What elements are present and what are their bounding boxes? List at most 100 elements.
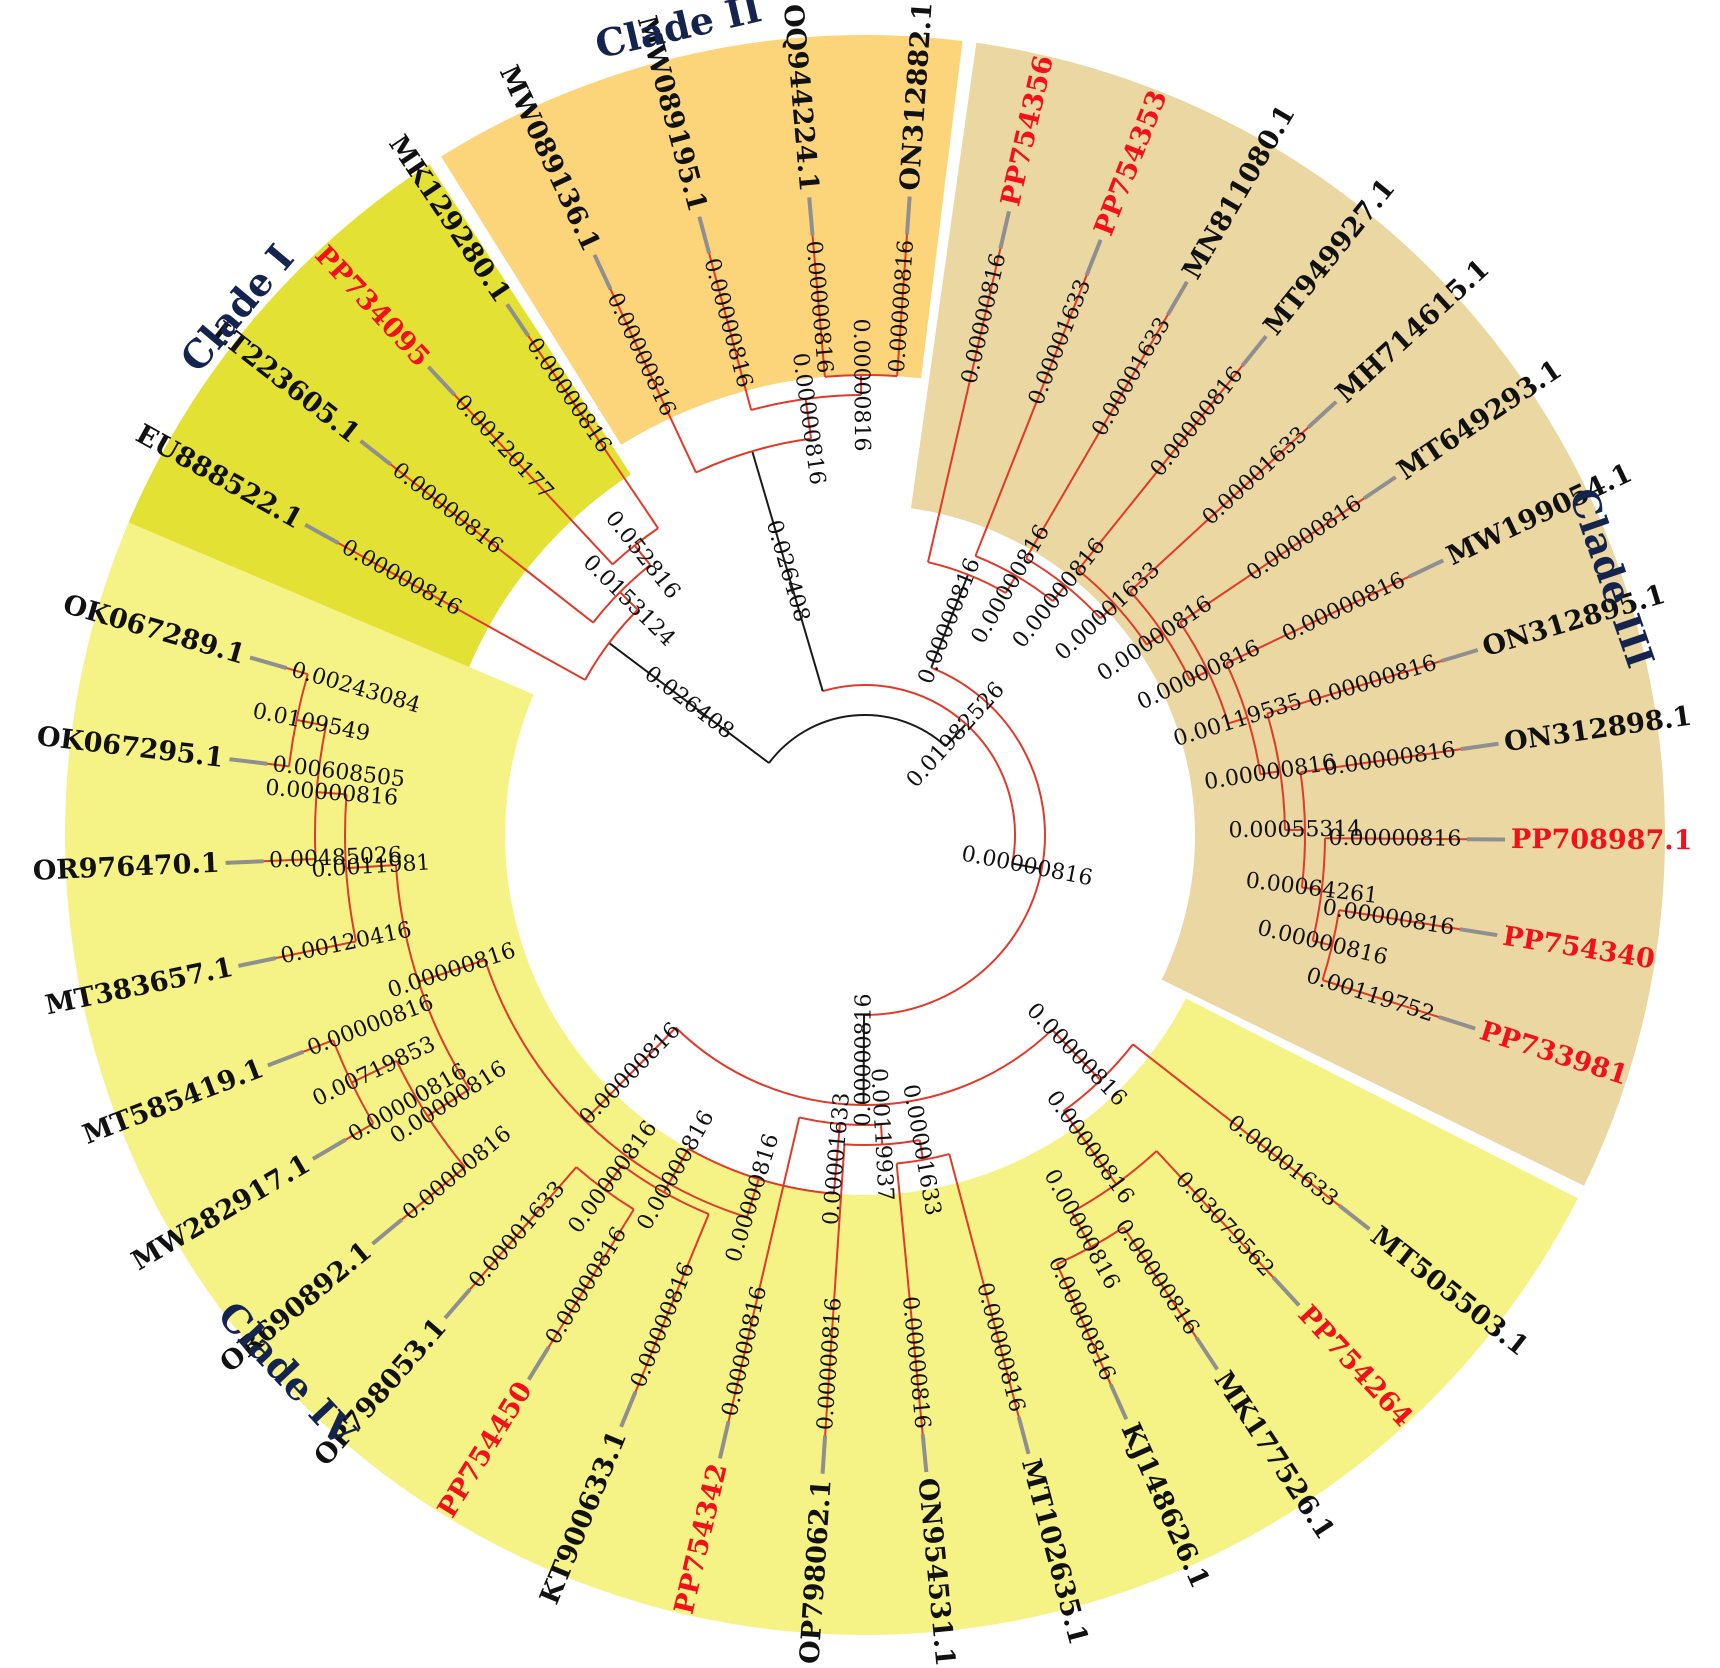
branch-segment (804, 398, 813, 439)
branch-segment (1146, 632, 1164, 646)
branch-segment (663, 1148, 690, 1193)
clade3-background (910, 42, 1665, 1186)
branch-segment (948, 1153, 1030, 1455)
tip-segment (619, 1390, 638, 1428)
tip-segment (1438, 1015, 1476, 1031)
tip-segment (238, 956, 277, 968)
branch-segment (418, 958, 486, 983)
tree-branches (225, 196, 1505, 1474)
branch-arc (864, 666, 1046, 1017)
tip-segment (505, 303, 531, 338)
tip-segment (1166, 280, 1189, 316)
tip-branch-length-label: 0.00000816 (1328, 826, 1461, 852)
leaf-label: PP708987.1 (1511, 824, 1693, 856)
branch-segment (593, 254, 697, 473)
branch-segment (360, 440, 594, 624)
tip-segment (526, 1346, 551, 1381)
branch-arc (768, 714, 947, 764)
branch-arc (1129, 590, 1191, 681)
tip-segment (592, 254, 613, 291)
branch-arc (611, 527, 659, 566)
tip-segment (998, 210, 1011, 249)
branch-segment (603, 1164, 623, 1190)
branch-arc (799, 1116, 882, 1126)
branch-arc (1311, 838, 1326, 942)
branch-arc (1077, 569, 1148, 646)
branch-arc (592, 564, 651, 624)
branch-arc (314, 725, 327, 860)
clade-backgrounds (65, 34, 1665, 1635)
tip-segment (1460, 741, 1499, 752)
branch-segment (1052, 584, 1067, 602)
tip-segment (304, 522, 340, 545)
branch-arc (695, 437, 812, 474)
tip-segment (1338, 1204, 1371, 1231)
clade4-background (65, 522, 1578, 1635)
branch-arc (484, 959, 748, 1219)
tip-segment (820, 1435, 828, 1474)
branch-arc (927, 561, 1007, 594)
tip-segment (267, 1049, 305, 1068)
branch-arc (824, 374, 898, 378)
tip-segment (229, 757, 268, 766)
branch-segment (1301, 886, 1322, 891)
tip-segment (443, 1288, 472, 1320)
branch-arc (975, 555, 1054, 602)
branch-arc (1299, 772, 1306, 888)
branch-segment (880, 1124, 884, 1145)
branch-segment (583, 1026, 677, 1122)
branch-segment (426, 1088, 471, 1117)
tip-segment (920, 1434, 929, 1473)
branch-segment (1179, 476, 1397, 624)
branch-length-label: 0.00000816 (1021, 998, 1131, 1111)
tip-segment (249, 655, 288, 670)
branch-length-label: 0.00055314 (1228, 817, 1361, 844)
branch-segment (608, 642, 770, 764)
tip-segment (1084, 239, 1103, 277)
tip-branch-length-label: 0.00485026 (269, 843, 403, 874)
branch-arc (394, 864, 471, 1090)
branch-arc (621, 1164, 710, 1215)
branch-arc (1025, 557, 1102, 619)
branch-segment (918, 1139, 925, 1161)
branch-segment (945, 723, 967, 747)
tip-segment (1407, 558, 1444, 579)
tip-segment (225, 859, 264, 865)
branch-segment (1025, 281, 1188, 559)
branch-arc (584, 609, 639, 681)
branch-length-label: 0.00000816 (848, 318, 874, 451)
tip-segment (1362, 475, 1397, 501)
tip-segment (904, 196, 912, 235)
branch-segment (1225, 559, 1444, 665)
branch-segment (351, 1060, 398, 1084)
tip-segment (1016, 1416, 1031, 1455)
branch-segment (296, 718, 327, 727)
branch-length-label: 0.026408 (761, 517, 815, 625)
tip-segment (1440, 648, 1479, 663)
branch-segment (832, 1123, 841, 1194)
branch-segment (1129, 401, 1337, 593)
branch-segment (927, 211, 1010, 563)
branch-length-label: 0.026408 (640, 661, 739, 744)
clade2-background (441, 34, 963, 445)
branch-segment (1312, 939, 1333, 947)
branch-segment (304, 523, 586, 681)
branch-segment (620, 1213, 710, 1428)
branch-segment (1012, 862, 1042, 871)
branch-arc (675, 1026, 1053, 1106)
branch-arc (395, 1060, 466, 1168)
branch-segment (974, 239, 1102, 557)
branch-length-label: 0.00119937 (865, 1067, 897, 1201)
branch-segment (1070, 1211, 1092, 1248)
branch-length-label: 0.00000816 (959, 841, 1094, 891)
tip-segment (1271, 1276, 1301, 1307)
branch-segment (316, 791, 347, 796)
branch-segment (633, 544, 652, 566)
branch-arc (1225, 662, 1262, 775)
branch-arc (288, 673, 309, 767)
branch-segment (427, 366, 614, 566)
branch-arc (896, 1153, 950, 1165)
branch-segment (718, 1117, 801, 1459)
branch-segment (1099, 603, 1116, 619)
branch-segment (1227, 716, 1248, 725)
